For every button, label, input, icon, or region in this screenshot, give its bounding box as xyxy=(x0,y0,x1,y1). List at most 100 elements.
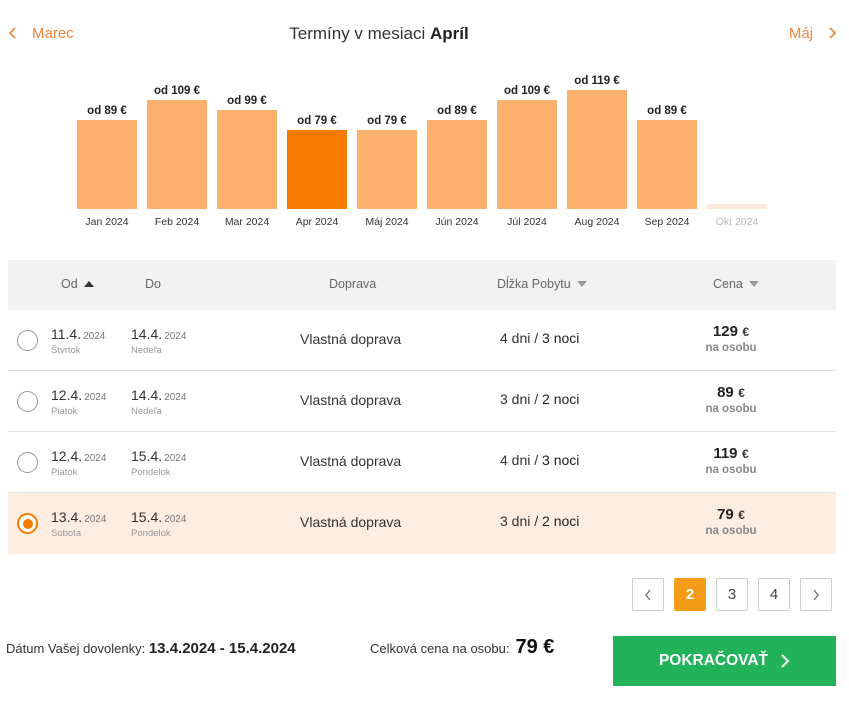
to-date: 15.4. 2024 Pondelok xyxy=(131,509,186,539)
sort-stay-header[interactable]: Dĺžka Pobytu xyxy=(497,277,587,291)
chart-bar[interactable] xyxy=(77,120,137,209)
stay-days: 4 dni xyxy=(500,330,531,346)
header-transport: Doprava xyxy=(329,277,376,291)
chart-bar[interactable] xyxy=(147,100,207,209)
chart-bar[interactable] xyxy=(427,120,487,209)
sort-desc-icon xyxy=(748,281,759,287)
row-radio[interactable] xyxy=(17,391,38,412)
chart-bar[interactable] xyxy=(637,120,697,209)
table-row[interactable]: 13.4. 2024 Sobota 15.4. 2024 Pondelok Vlastn… xyxy=(8,493,836,554)
table-row[interactable]: 12.4. 2024 Piatok 14.4. 2024 Nedeľa Vlastná … xyxy=(8,371,836,432)
table-header: Od Do Doprava Dĺžka Pobytu Cena xyxy=(8,260,836,310)
transport-cell: Vlastná doprava xyxy=(300,331,402,347)
category-label: Aug 2024 xyxy=(575,216,620,228)
chevron-left-icon xyxy=(645,589,651,600)
dates-table: Od Do Doprava Dĺžka Pobytu Cena 11.4. 202… xyxy=(8,260,836,554)
price-currency: € xyxy=(741,447,749,461)
from-weekday: Sobota xyxy=(51,528,82,539)
price-chart: od 89 € Jan 2024 od 109 € Feb 2024 od 99 € Ma… xyxy=(77,75,767,228)
bar-value-label: od 119 € xyxy=(574,75,620,87)
page-button-4[interactable]: 4 xyxy=(758,578,790,611)
category-label: Jan 2024 xyxy=(85,216,128,228)
stay-separator: / xyxy=(534,391,539,407)
price-currency: € xyxy=(738,386,745,400)
header-transport-label: Doprava xyxy=(329,277,377,291)
chart-bar[interactable] xyxy=(567,90,627,209)
to-date-day: 14.4. xyxy=(131,387,163,403)
bar-value-label: od 89 € xyxy=(87,105,127,117)
page-button-3[interactable]: 3 xyxy=(716,578,748,611)
row-radio[interactable] xyxy=(17,452,38,473)
from-date-year: 2024 xyxy=(84,392,107,403)
chart-bar[interactable] xyxy=(217,110,277,209)
prev-month-label: Marec xyxy=(32,24,74,42)
stay-days: 3 dni xyxy=(500,513,531,529)
total-price-value: 79 € xyxy=(515,636,555,658)
header-from-label: Od xyxy=(61,277,78,291)
stay-separator: / xyxy=(534,513,539,529)
from-date-year: 2024 xyxy=(84,453,107,464)
price-per-person: na osobu xyxy=(705,403,757,415)
from-date-day: 12.4. xyxy=(51,387,83,403)
page-title: Termíny v mesiaci Apríl xyxy=(0,24,758,44)
to-weekday: Pondelok xyxy=(131,467,171,478)
category-label: Mar 2024 xyxy=(225,216,270,228)
category-label: Feb 2024 xyxy=(155,216,200,228)
chart-bar[interactable] xyxy=(357,130,417,209)
price-cell: 129 € na osobu xyxy=(681,323,781,354)
bar-value-label: od 109 € xyxy=(504,85,551,97)
stay-cell: 3 dni / 2 noci xyxy=(500,391,579,407)
to-weekday: Nedeľa xyxy=(131,406,162,417)
title-month: Apríl xyxy=(430,24,469,43)
bar-value-label: od 79 € xyxy=(367,115,407,127)
price-amount: 89 xyxy=(717,384,734,401)
header-to: Do xyxy=(145,277,161,291)
to-date: 14.4. 2024 Nedeľa xyxy=(131,326,186,356)
next-page-button[interactable] xyxy=(800,578,832,611)
next-month-link[interactable]: Máj xyxy=(789,24,839,42)
total-price: Celková cena na osobu: 79 € xyxy=(370,636,554,659)
stay-nights: 3 noci xyxy=(542,452,580,468)
chevron-right-icon xyxy=(829,27,837,39)
continue-label: POKRAČOVAŤ xyxy=(658,652,769,669)
to-weekday: Pondelok xyxy=(131,528,171,539)
transport-cell: Vlastná doprava xyxy=(300,392,402,408)
stay-days: 4 dni xyxy=(500,452,531,468)
page-button-2[interactable]: 2 xyxy=(674,578,706,611)
category-label: Sep 2024 xyxy=(645,216,690,228)
chevron-right-icon xyxy=(781,654,790,668)
row-radio[interactable] xyxy=(17,330,38,351)
title-prefix: Termíny v mesiaci xyxy=(289,24,426,43)
bar-value-label: od 109 € xyxy=(154,85,201,97)
to-date-day: 15.4. xyxy=(131,509,163,525)
transport-cell: Vlastná doprava xyxy=(300,514,402,530)
continue-button[interactable]: POKRAČOVAŤ xyxy=(613,636,836,686)
stay-cell: 4 dni / 3 noci xyxy=(500,330,579,346)
table-row[interactable]: 11.4. 2024 Štvrtok 14.4. 2024 Nedeľa Vlastná… xyxy=(8,310,836,371)
chart-bar[interactable] xyxy=(287,130,347,209)
category-label: Júl 2024 xyxy=(507,216,547,228)
sort-price-header[interactable]: Cena xyxy=(713,277,759,291)
price-amount: 79 xyxy=(717,506,734,523)
from-date-day: 11.4. xyxy=(51,326,82,342)
row-radio[interactable] xyxy=(17,513,38,534)
table-row[interactable]: 12.4. 2024 Piatok 15.4. 2024 Pondelok Vlastn… xyxy=(8,432,836,493)
category-label: Okt 2024 xyxy=(716,216,759,228)
prev-month-link[interactable]: Marec xyxy=(6,24,74,42)
category-label: Apr 2024 xyxy=(296,216,339,228)
price-per-person: na osobu xyxy=(705,342,757,354)
to-date-year: 2024 xyxy=(164,453,187,464)
sort-from-header[interactable]: Od xyxy=(61,277,94,291)
prev-page-button[interactable] xyxy=(632,578,664,611)
to-date: 14.4. 2024 Nedeľa xyxy=(131,387,186,417)
sort-desc-icon xyxy=(576,281,587,287)
header-stay-label: Dĺžka Pobytu xyxy=(497,277,571,291)
total-price-label: Celková cena na osobu: xyxy=(370,641,510,656)
chart-bar[interactable] xyxy=(497,100,557,209)
from-date: 13.4. 2024 Sobota xyxy=(51,509,106,539)
chevron-left-icon xyxy=(8,27,16,39)
to-date-day: 15.4. xyxy=(131,448,163,464)
from-date: 11.4. 2024 Štvrtok xyxy=(51,326,105,356)
from-date: 12.4. 2024 Piatok xyxy=(51,387,106,417)
stay-cell: 4 dni / 3 noci xyxy=(500,452,579,468)
